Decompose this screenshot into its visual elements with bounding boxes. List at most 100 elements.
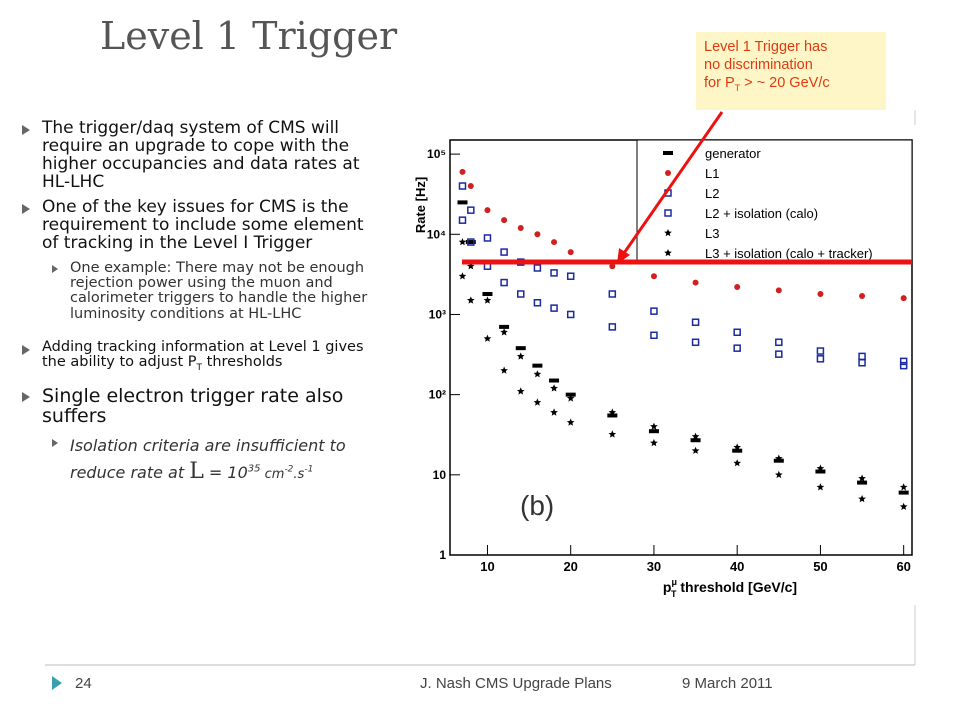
circle-mark xyxy=(900,295,907,302)
star-mark xyxy=(664,249,672,257)
legend: generator L1 L2 L2 + isolation (calo) L3 L3 +… xyxy=(636,139,913,265)
y-tick-label: 10⁵ xyxy=(427,147,446,161)
y-tick-label: 10² xyxy=(429,388,446,402)
text: .s xyxy=(293,466,305,482)
callout: Level 1 Trigger has no discrimination fo… xyxy=(696,32,886,110)
footer-bullet xyxy=(52,676,62,690)
square-mark xyxy=(816,347,825,355)
sup: -2 xyxy=(284,464,294,475)
square-mark xyxy=(566,310,575,319)
square-mark xyxy=(733,344,741,352)
square-mark xyxy=(566,272,575,280)
x-axis-label: pμ T threshold [GeV/c] xyxy=(663,577,797,599)
circle-mark xyxy=(859,292,866,299)
star-mark xyxy=(858,495,866,503)
sup: -1 xyxy=(304,464,314,475)
bullet-list: The trigger/daq system of CMS will requi… xyxy=(20,119,380,496)
legend-label: L2 xyxy=(705,186,719,201)
circle-mark xyxy=(734,284,741,291)
star-mark xyxy=(733,443,741,451)
star-mark xyxy=(533,398,542,406)
bullet-text: Adding tracking information at Level 1 g… xyxy=(42,338,364,370)
star-mark xyxy=(467,262,475,270)
bullet: Single electron trigger rate also suffer… xyxy=(20,386,380,427)
x-label-sup: μ xyxy=(671,577,677,587)
star-mark xyxy=(899,483,908,491)
star-mark xyxy=(664,229,672,237)
star-mark xyxy=(483,296,492,304)
bullet-sub: T xyxy=(196,362,203,373)
sub-bullet: Isolation criteria are insufficient to r… xyxy=(20,435,380,486)
square-mark xyxy=(650,307,658,315)
circle-mark xyxy=(551,239,558,246)
footer-date: 9 March 2011 xyxy=(682,675,773,692)
legend-label: L3 + isolation (calo + tracker) xyxy=(705,246,873,261)
square-mark xyxy=(467,238,475,246)
star-mark xyxy=(458,272,467,280)
square-mark xyxy=(775,338,783,347)
star-mark xyxy=(650,438,658,447)
square-mark xyxy=(458,216,467,224)
square-mark xyxy=(483,234,492,242)
square-mark xyxy=(691,338,700,347)
y-tick-label: 1 xyxy=(439,548,446,562)
legend-label: L1 xyxy=(705,166,719,181)
star-mark xyxy=(458,238,467,246)
circle-mark xyxy=(534,231,541,238)
square-mark xyxy=(500,278,508,287)
circle-mark xyxy=(467,183,474,190)
square-mark xyxy=(664,209,672,217)
star-mark xyxy=(550,408,558,416)
circle-mark xyxy=(650,273,657,280)
star-mark xyxy=(500,366,508,374)
square-mark xyxy=(650,331,658,340)
circle-mark xyxy=(665,170,671,176)
callout-text: for P xyxy=(704,75,735,92)
circle-mark xyxy=(692,279,699,286)
star-mark xyxy=(517,387,525,395)
star-mark xyxy=(691,446,700,454)
square-mark xyxy=(899,361,908,370)
x-label-main: p xyxy=(663,579,672,595)
slide-title: Level 1 Trigger xyxy=(100,14,398,58)
annotation-arrow xyxy=(620,111,724,257)
sub-bullet: One example: There may not be enough rej… xyxy=(20,260,380,322)
square-mark xyxy=(608,323,617,331)
star-mark xyxy=(483,334,492,342)
star-mark xyxy=(517,352,525,360)
square-mark xyxy=(533,264,542,272)
callout-sub: T xyxy=(734,83,741,94)
circle-mark xyxy=(459,168,466,175)
y-tick-label: 10 xyxy=(433,468,447,482)
arrow-head xyxy=(617,248,630,264)
x-tick-label: 30 xyxy=(647,559,661,574)
bullet-text: thresholds xyxy=(202,354,283,370)
square-mark xyxy=(691,318,700,326)
panel-label: (b) xyxy=(520,490,554,521)
square-mark xyxy=(899,357,908,366)
callout-line: Level 1 Trigger has xyxy=(704,39,828,55)
star-mark xyxy=(550,384,558,392)
circle-mark xyxy=(484,207,491,214)
circle-mark xyxy=(775,287,782,294)
star-mark xyxy=(566,394,575,402)
star-mark xyxy=(816,483,825,491)
square-mark xyxy=(458,182,467,190)
page-number: 24 xyxy=(75,675,92,692)
footer-author: J. Nash CMS Upgrade Plans xyxy=(420,675,612,692)
x-tick-label: 10 xyxy=(480,559,494,574)
circle-mark xyxy=(567,249,574,256)
text: Isolation criteria are insufficient to r… xyxy=(70,436,346,482)
circle-mark xyxy=(501,217,508,224)
legend-label: L3 xyxy=(705,226,719,241)
star-mark xyxy=(858,474,866,482)
square-mark xyxy=(550,304,558,312)
y-tick-label: 10⁴ xyxy=(427,227,446,241)
text: cm xyxy=(260,466,285,482)
star-mark xyxy=(500,328,508,336)
star-mark xyxy=(650,422,658,430)
x-tick-label: 60 xyxy=(896,559,910,574)
x-tick-label: 40 xyxy=(730,559,744,574)
text: L xyxy=(189,458,204,484)
